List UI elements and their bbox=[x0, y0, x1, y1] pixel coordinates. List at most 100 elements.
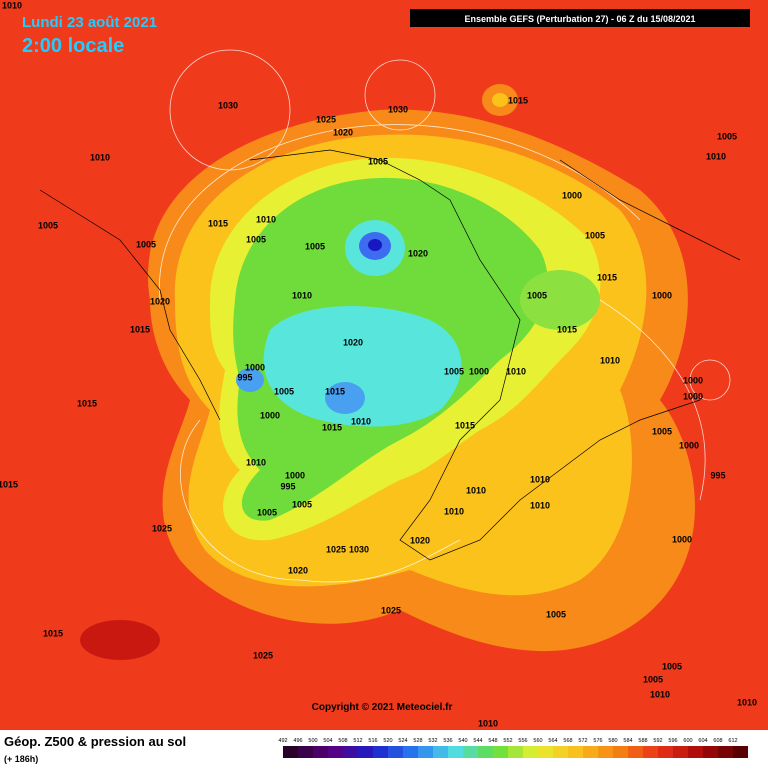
pressure-label: 1010 bbox=[706, 151, 726, 161]
colorbar-label: 528 bbox=[413, 738, 422, 744]
colorbar-label: 504 bbox=[323, 738, 332, 744]
pressure-label: 1005 bbox=[527, 290, 547, 300]
pressure-label: 1005 bbox=[257, 507, 277, 517]
colorbar-swatch bbox=[328, 746, 343, 758]
pressure-label: 1015 bbox=[508, 95, 528, 105]
pressure-label: 1010 bbox=[466, 485, 486, 495]
colorbar-swatch bbox=[343, 746, 358, 758]
pressure-label: 1000 bbox=[683, 375, 703, 385]
pressure-label: 1025 bbox=[316, 114, 336, 124]
colorbar-label: 564 bbox=[548, 738, 557, 744]
pressure-label: 1020 bbox=[410, 535, 430, 545]
pressure-label: 1020 bbox=[408, 248, 428, 258]
colorbar-swatch bbox=[358, 746, 373, 758]
colorbar-label: 600 bbox=[683, 738, 692, 744]
pressure-label: 995 bbox=[710, 470, 725, 480]
pressure-label: 1030 bbox=[388, 104, 408, 114]
colorbar-swatch bbox=[298, 746, 313, 758]
colorbar-swatch bbox=[373, 746, 388, 758]
pressure-label: 1005 bbox=[246, 234, 266, 244]
colorbar-swatch bbox=[493, 746, 508, 758]
pressure-label: 1010 bbox=[2, 0, 22, 10]
colorbar-swatch bbox=[583, 746, 598, 758]
pressure-label: 1020 bbox=[150, 296, 170, 306]
pressure-label: 1025 bbox=[381, 605, 401, 615]
pressure-label: 1000 bbox=[285, 470, 305, 480]
colorbar-label: 584 bbox=[623, 738, 632, 744]
pressure-label: 1025 bbox=[152, 523, 172, 533]
pressure-label: 1015 bbox=[0, 479, 18, 489]
pressure-label: 1015 bbox=[77, 398, 97, 408]
pressure-label: 1015 bbox=[43, 628, 63, 638]
colorbar-label: 532 bbox=[428, 738, 437, 744]
colorbar-label: 580 bbox=[608, 738, 617, 744]
colorbar-swatch bbox=[418, 746, 433, 758]
pressure-label: 1000 bbox=[562, 190, 582, 200]
colorbar-label: 596 bbox=[668, 738, 677, 744]
colorbar-swatch bbox=[733, 746, 748, 758]
pressure-label: 1005 bbox=[274, 386, 294, 396]
pressure-label: 1025 bbox=[326, 544, 346, 554]
pressure-label: 1000 bbox=[260, 410, 280, 420]
pressure-label: 1015 bbox=[208, 218, 228, 228]
pressure-label: 1005 bbox=[643, 674, 663, 684]
colorbar-label: 568 bbox=[563, 738, 572, 744]
pressure-labels: 1010 1030 1025 1020 1030 1015 1005 1005 1010 1005… bbox=[0, 0, 757, 728]
colorbar-swatch bbox=[643, 746, 658, 758]
pressure-label: 1015 bbox=[325, 386, 345, 396]
colorbar-label: 560 bbox=[533, 738, 542, 744]
pressure-label: 1000 bbox=[679, 440, 699, 450]
pressure-label: 995 bbox=[280, 481, 295, 491]
pressure-label: 1010 bbox=[444, 506, 464, 516]
colorbar-swatch bbox=[703, 746, 718, 758]
pressure-label: 1015 bbox=[597, 272, 617, 282]
colorbar-swatch bbox=[673, 746, 688, 758]
colorbar-label: 508 bbox=[338, 738, 347, 744]
pressure-label: 1005 bbox=[305, 241, 325, 251]
pressure-label: 995 bbox=[237, 372, 252, 382]
pressure-label: 1010 bbox=[600, 355, 620, 365]
valid-date: Lundi 23 août 2021 bbox=[22, 14, 157, 31]
colorbar-label: 552 bbox=[503, 738, 512, 744]
pressure-label: 1005 bbox=[368, 156, 388, 166]
colorbar-swatch bbox=[613, 746, 628, 758]
pressure-label: 1005 bbox=[292, 499, 312, 509]
copyright: Copyright © 2021 Meteociel.fr bbox=[312, 702, 453, 713]
colorbar-label: 576 bbox=[593, 738, 602, 744]
colorbar-label: 516 bbox=[368, 738, 377, 744]
pressure-label: 1005 bbox=[717, 131, 737, 141]
colorbar-label: 608 bbox=[713, 738, 722, 744]
pressure-label: 1010 bbox=[351, 416, 371, 426]
footer-title: Géop. Z500 & pression au sol bbox=[4, 734, 186, 749]
colorbar-label: 512 bbox=[353, 738, 362, 744]
pressure-label: 1015 bbox=[455, 420, 475, 430]
pressure-label: 1010 bbox=[737, 697, 757, 707]
pressure-label: 1020 bbox=[288, 565, 308, 575]
colorbar-swatch bbox=[553, 746, 568, 758]
colorbar-swatch bbox=[688, 746, 703, 758]
pressure-label: 1010 bbox=[478, 718, 498, 728]
pressure-label: 1000 bbox=[683, 391, 703, 401]
pressure-label: 1030 bbox=[218, 100, 238, 110]
pressure-label: 1020 bbox=[343, 337, 363, 347]
pressure-label: 1015 bbox=[130, 324, 150, 334]
pressure-label: 1010 bbox=[90, 152, 110, 162]
colorbar: 492 496 500 504 508 512 516 520 524 528 532 536 540 5… bbox=[278, 738, 748, 758]
pressure-label: 1015 bbox=[322, 422, 342, 432]
pressure-label: 1000 bbox=[652, 290, 672, 300]
colorbar-swatch bbox=[538, 746, 553, 758]
colorbar-swatch bbox=[283, 746, 298, 758]
colorbar-swatch bbox=[433, 746, 448, 758]
pressure-label: 1005 bbox=[652, 426, 672, 436]
pressure-label: 1010 bbox=[246, 457, 266, 467]
colorbar-label: 524 bbox=[398, 738, 407, 744]
colorbar-swatch bbox=[598, 746, 613, 758]
colorbar-label: 540 bbox=[458, 738, 467, 744]
pressure-label: 1010 bbox=[530, 500, 550, 510]
pressure-label: 1005 bbox=[662, 661, 682, 671]
colorbar-label: 592 bbox=[653, 738, 662, 744]
colorbar-swatch bbox=[523, 746, 538, 758]
colorbar-label: 572 bbox=[578, 738, 587, 744]
pressure-label: 1010 bbox=[292, 290, 312, 300]
